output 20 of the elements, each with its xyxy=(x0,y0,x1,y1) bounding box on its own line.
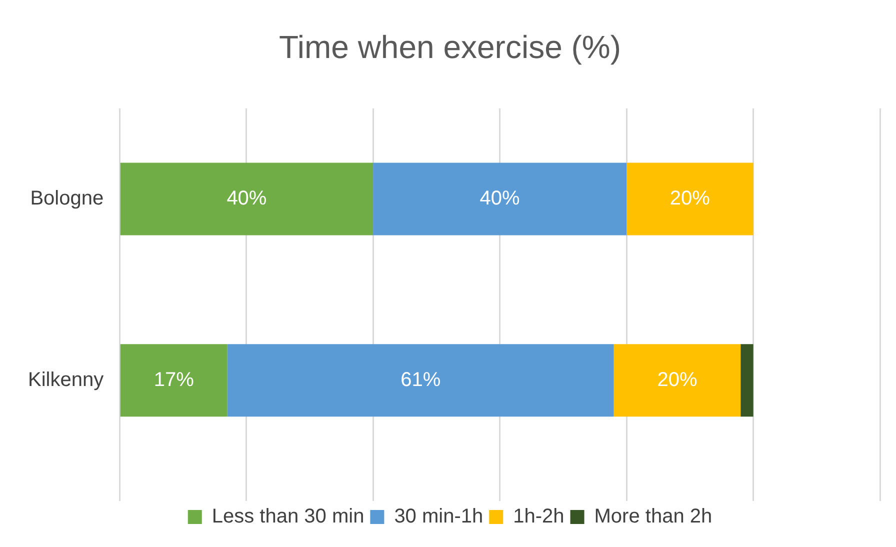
bar xyxy=(120,162,374,236)
bar xyxy=(614,344,741,417)
y-tick-label: Kilkenny xyxy=(28,368,104,391)
data-label: 61% xyxy=(400,368,441,391)
data-label: 40% xyxy=(226,188,267,210)
bar xyxy=(740,344,754,417)
bar xyxy=(120,344,228,417)
data-label: 17% xyxy=(154,368,194,391)
bar xyxy=(373,162,627,236)
y-tick-label: Bologne xyxy=(30,188,104,210)
data-label: 40% xyxy=(480,188,520,210)
legend-label: 1h-2h xyxy=(513,506,564,528)
bar xyxy=(227,344,614,417)
data-label: 20% xyxy=(657,368,698,391)
bar xyxy=(626,162,754,236)
legend-label: 30 min-1h xyxy=(394,506,484,528)
chart-title: Time when exercise (%) xyxy=(278,29,622,66)
legend-label: Less than 30 min xyxy=(212,506,364,528)
data-label: 20% xyxy=(670,188,710,210)
legend-label: More than 2h xyxy=(594,506,712,528)
